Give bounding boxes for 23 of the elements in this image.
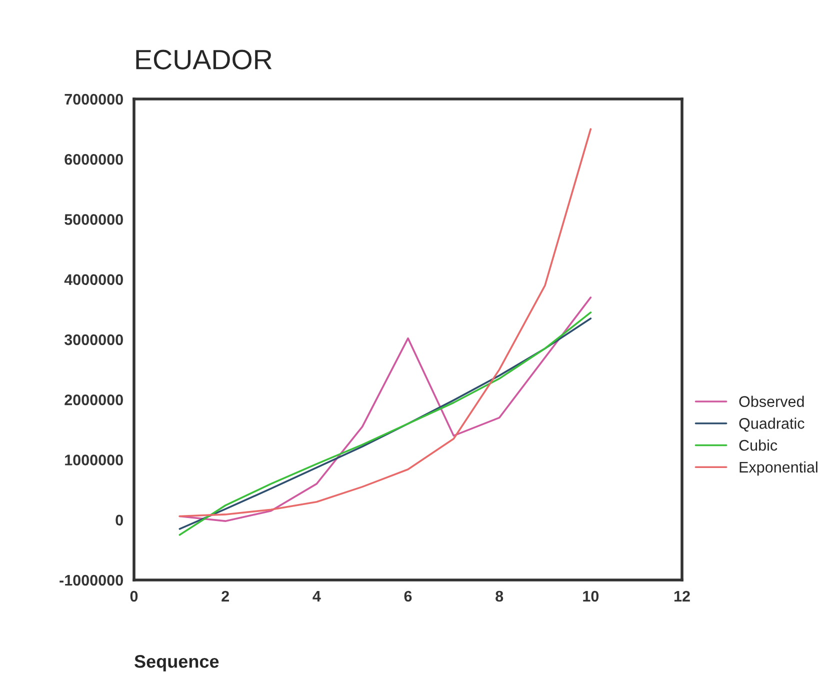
x-axis-title: Sequence: [134, 655, 219, 672]
y-tick-label: 1000000: [65, 454, 123, 466]
legend-label: Cubic: [739, 440, 778, 451]
y-tick-label: 2000000: [64, 394, 123, 406]
x-tick-label: 10: [583, 590, 599, 602]
legend-label: Observed: [739, 396, 804, 407]
x-tick-label: 6: [404, 590, 412, 602]
x-tick-label: 4: [312, 590, 321, 602]
x-tick-label: 12: [674, 590, 690, 602]
y-tick-label: 6000000: [64, 154, 123, 165]
y-tick-label: 7000000: [64, 94, 123, 105]
x-tick-label: 0: [130, 590, 138, 602]
y-tick-label: 0: [116, 514, 123, 526]
y-tick-label: 3000000: [64, 334, 123, 346]
legend-label: Exponential: [740, 461, 818, 476]
chart-title: ECUADOR: [136, 50, 272, 70]
x-tick-label: 8: [496, 590, 504, 602]
y-tick-label: 5000000: [64, 214, 123, 225]
line-series: [178, 128, 592, 518]
y-tick-label: -1000000: [60, 574, 123, 586]
legend-label: Quadratic: [739, 418, 804, 432]
x-tick-label: 2: [222, 590, 229, 602]
y-tick-label: 4000000: [64, 274, 123, 286]
